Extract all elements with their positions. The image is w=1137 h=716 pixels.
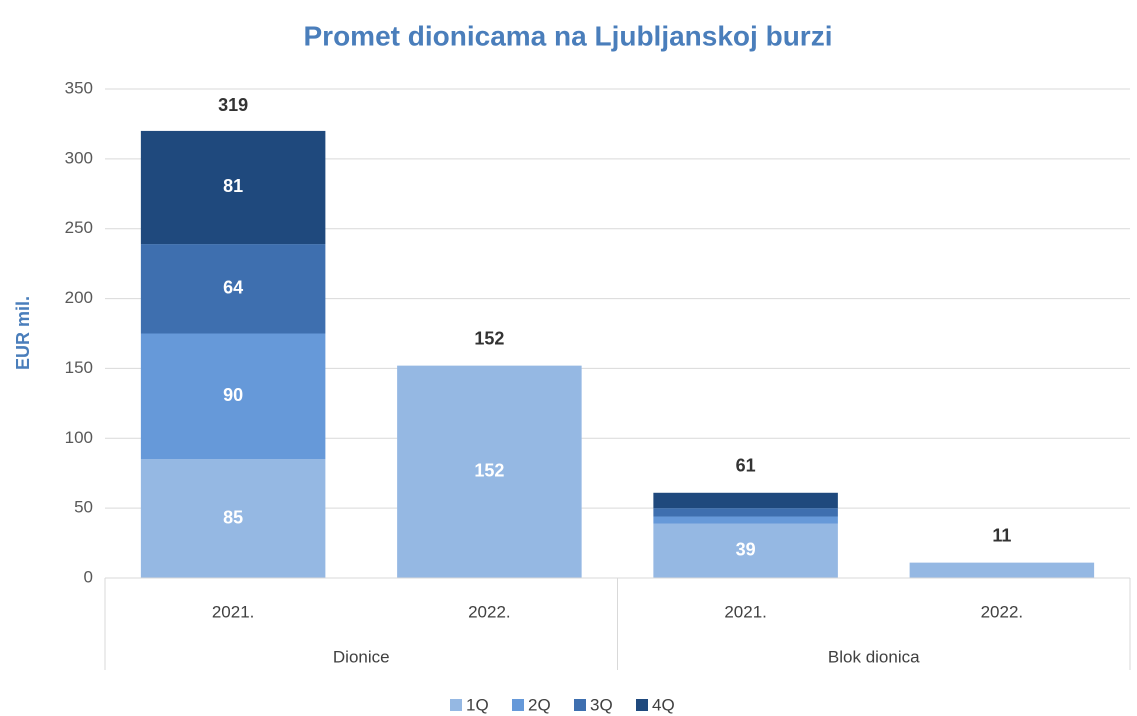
chart-title: Promet dionicama na Ljubljanskoj burzi [304, 20, 833, 51]
y-tick-label: 350 [65, 78, 93, 97]
bar-segment [653, 523, 838, 578]
y-tick-label: 0 [84, 567, 93, 586]
bar-segment [140, 130, 326, 245]
total-label: 11 [992, 525, 1011, 545]
data-label: 85 [223, 507, 243, 527]
bar-segment [653, 508, 838, 517]
bar-segment [140, 459, 326, 578]
group-label: Blok dionica [828, 647, 920, 666]
bar-segment [140, 333, 326, 460]
bar-segment [140, 244, 326, 334]
y-tick-label: 150 [65, 358, 93, 377]
legend-label: 1Q [466, 695, 489, 714]
legend-swatch [512, 699, 524, 711]
total-label: 319 [218, 95, 248, 115]
y-tick-label: 50 [74, 498, 93, 517]
bar-segment [653, 516, 838, 524]
x-tick-label: 2022. [981, 602, 1024, 621]
bar-segment [909, 562, 1095, 578]
x-tick-label: 2021. [724, 602, 767, 621]
bar-segment [653, 492, 838, 509]
legend-label: 4Q [652, 695, 675, 714]
y-tick-label: 100 [65, 428, 93, 447]
data-label: 90 [223, 385, 243, 405]
legend-swatch [574, 699, 586, 711]
data-label: 81 [223, 176, 243, 196]
legend-label: 2Q [528, 695, 551, 714]
group-label: Dionice [333, 647, 390, 666]
data-label: 152 [474, 461, 504, 481]
data-label: 39 [736, 540, 756, 560]
x-tick-label: 2022. [468, 602, 511, 621]
y-axis-label: EUR mil. [13, 296, 33, 370]
total-label: 61 [736, 456, 756, 476]
y-tick-label: 200 [65, 288, 93, 307]
bar-segment [397, 365, 582, 578]
y-tick-label: 250 [65, 218, 93, 237]
legend-swatch [636, 699, 648, 711]
legend-swatch [450, 699, 462, 711]
legend-label: 3Q [590, 695, 613, 714]
x-tick-label: 2021. [212, 602, 255, 621]
data-label: 64 [223, 278, 243, 298]
y-tick-label: 300 [65, 148, 93, 167]
total-label: 152 [474, 328, 504, 348]
